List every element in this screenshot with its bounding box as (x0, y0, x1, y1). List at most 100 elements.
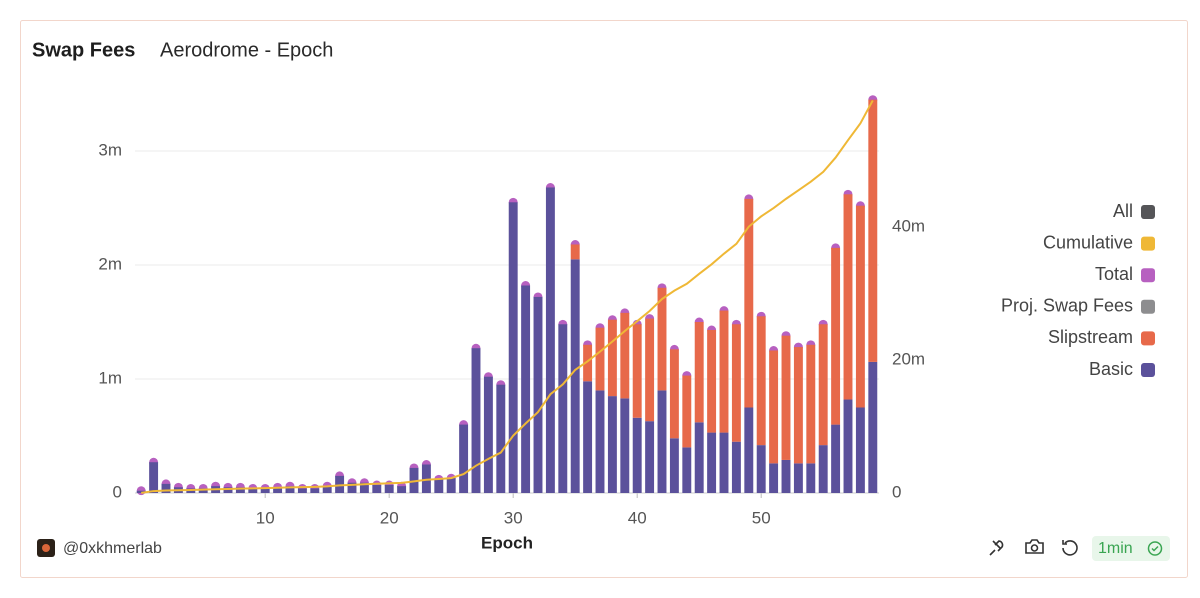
bar (273, 487, 283, 493)
legend-swatch (1141, 268, 1155, 283)
ok-icon (1147, 541, 1163, 556)
bar (545, 187, 555, 494)
bar (731, 324, 741, 442)
bar (694, 422, 704, 493)
x-tick-label: 50 (752, 508, 771, 527)
legend-swatch (1141, 331, 1155, 346)
bar (645, 318, 655, 422)
bar (310, 488, 320, 493)
legend-label: Total (1095, 264, 1133, 284)
bar (607, 319, 617, 397)
bar (731, 441, 741, 493)
legend-label: Proj. Swap Fees (1001, 296, 1133, 316)
bar (719, 432, 729, 493)
y2-tick-label: 20m (892, 349, 925, 368)
screenshot-icon[interactable] (1025, 539, 1044, 554)
bar (657, 287, 667, 391)
bar (248, 488, 258, 493)
bar (632, 417, 642, 493)
bar (235, 487, 245, 493)
toolbar (989, 539, 1078, 556)
bar (831, 247, 841, 425)
bar (496, 384, 506, 493)
bar (769, 350, 779, 464)
bar (521, 285, 531, 493)
bar (781, 335, 791, 460)
x-axis-label: Epoch (481, 533, 533, 552)
bar (806, 463, 816, 493)
bar (744, 407, 754, 493)
refresh-icon[interactable] (1062, 540, 1078, 556)
bar (843, 399, 853, 493)
bar (855, 205, 865, 408)
legend-swatch (1141, 236, 1155, 251)
bar (359, 482, 369, 493)
bar (322, 486, 332, 493)
bar (372, 485, 382, 493)
bar (285, 486, 295, 493)
bar (645, 421, 655, 493)
bar (682, 375, 692, 448)
bar (818, 324, 828, 446)
card (20, 20, 1188, 578)
bar (669, 349, 679, 439)
bar (868, 361, 878, 493)
x-tick-label: 10 (256, 508, 275, 527)
bar (297, 488, 307, 493)
bar (595, 327, 605, 391)
x-tick-label: 40 (628, 508, 647, 527)
legend-swatch (1141, 363, 1155, 377)
embed-icon[interactable] (989, 540, 1004, 556)
bar (744, 198, 754, 408)
bar (707, 432, 717, 493)
bar (806, 344, 816, 464)
bar (607, 396, 617, 493)
bar (434, 479, 444, 493)
bar (843, 194, 853, 400)
refresh-time: 1min (1098, 540, 1133, 557)
cumulative-line (141, 99, 874, 494)
bar (793, 463, 803, 493)
chart-subtitle: Aerodrome - Epoch (160, 39, 333, 61)
legend-swatch (1141, 299, 1155, 314)
bar (397, 486, 407, 493)
bar (483, 376, 493, 493)
bar (471, 348, 481, 493)
bar (756, 445, 766, 493)
bar (769, 463, 779, 493)
bar (149, 462, 159, 493)
bar (446, 478, 456, 493)
bar (620, 398, 630, 493)
bar (583, 344, 593, 382)
bar (570, 244, 580, 260)
bar (694, 322, 704, 423)
bar (347, 482, 357, 493)
bar (855, 407, 865, 493)
bar (421, 464, 431, 493)
bar (781, 459, 791, 493)
ok-check (1151, 545, 1159, 552)
bar (756, 316, 766, 446)
bar (384, 485, 394, 493)
refresh-badge[interactable] (1092, 536, 1170, 561)
legend-label: All (1113, 201, 1133, 221)
author: @0xkhmerlab (63, 540, 162, 557)
bar (632, 324, 642, 418)
legend-label: Basic (1089, 359, 1133, 379)
bar (620, 312, 630, 399)
bar (508, 202, 518, 494)
y-tick-label: 1m (98, 368, 122, 387)
bar (669, 438, 679, 493)
y-tick-label: 2m (98, 254, 122, 273)
bar (818, 445, 828, 493)
y2-tick-label: 40m (892, 216, 925, 235)
bar (595, 390, 605, 493)
plot: 0 1m 2m 3m 0 20m 40m 10 20 30 40 50 (98, 95, 925, 527)
x-tick-label: 30 (504, 508, 523, 527)
y2-tick-label: 0 (892, 482, 901, 501)
avatar-icon (42, 544, 50, 552)
bar (558, 324, 568, 493)
bar (223, 487, 233, 493)
bar (719, 310, 729, 433)
